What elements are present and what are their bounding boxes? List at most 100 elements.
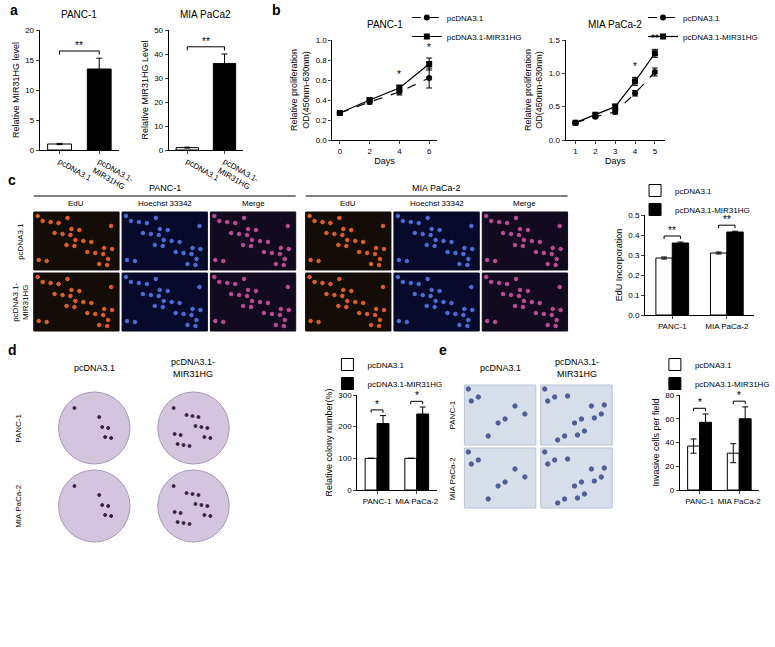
svg-text:MIA PaCa2: MIA PaCa2 [180,9,231,20]
svg-text:pcDNA3.1-MIR31HG: pcDNA3.1-MIR31HG [675,206,750,215]
svg-text:0.1: 0.1 [628,291,640,300]
svg-text:40: 40 [665,438,674,447]
svg-text:pcDNA3.1: pcDNA3.1 [683,14,720,23]
svg-text:2: 2 [367,147,372,156]
svg-text:MIA PaCa-2: MIA PaCa-2 [395,497,439,506]
svg-text:Days: Days [605,156,626,166]
svg-text:0.2: 0.2 [316,116,328,125]
svg-text:Invasive cells per field: Invasive cells per field [651,398,661,486]
svg-text:MIA PaCa-2: MIA PaCa-2 [448,457,457,501]
svg-text:0.4: 0.4 [628,231,640,240]
svg-text:*: * [375,399,379,410]
svg-text:e: e [439,342,447,358]
svg-text:Relative MIR31HG Level: Relative MIR31HG Level [140,40,150,139]
svg-text:pcDNA3.1-MIR31HG: pcDNA3.1-MIR31HG [447,33,522,42]
svg-text:20: 20 [25,26,34,35]
svg-text:pcDNA3.1-MIR31HG: pcDNA3.1-MIR31HG [367,380,442,389]
svg-text:PANC-1: PANC-1 [685,497,714,506]
svg-text:MIA PaCa-2: MIA PaCa-2 [412,183,461,193]
svg-text:PANC-1: PANC-1 [149,183,181,193]
svg-text:PANC-1: PANC-1 [367,19,403,30]
svg-text:20: 20 [154,98,163,107]
svg-text:80: 80 [665,391,674,400]
svg-text:0: 0 [670,486,675,495]
svg-text:pcDNA3.1-MIR31HG: pcDNA3.1-MIR31HG [91,157,135,194]
svg-text:Hoechst 33342: Hoechst 33342 [138,199,192,208]
svg-text:EdU: EdU [340,199,356,208]
svg-text:a: a [10,2,18,18]
svg-text:1.0: 1.0 [316,36,328,45]
svg-text:2: 2 [593,147,598,156]
svg-text:PANC-1: PANC-1 [14,414,23,443]
svg-text:Hoechst 33342: Hoechst 33342 [410,199,464,208]
svg-text:MIA PaCa-2: MIA PaCa-2 [718,497,762,506]
svg-text:Days: Days [374,156,395,166]
svg-text:pcDNA3.1: pcDNA3.1 [367,361,404,370]
svg-text:Merge: Merge [513,199,536,208]
svg-text:pcDNA3.1: pcDNA3.1 [675,187,712,196]
svg-text:0.0: 0.0 [316,136,328,145]
svg-text:0.8: 0.8 [316,56,328,65]
svg-text:PANC-1: PANC-1 [61,9,97,20]
svg-text:MIA PaCa-2: MIA PaCa-2 [14,484,23,528]
svg-text:pcDNA3.1-MIR31HG: pcDNA3.1-MIR31HG [11,282,30,321]
svg-text:30: 30 [154,74,163,83]
svg-text:PANC-1: PANC-1 [448,400,457,429]
svg-text:0.5: 0.5 [549,102,561,111]
svg-text:0: 0 [159,146,164,155]
svg-text:**: ** [75,40,83,51]
svg-text:4: 4 [397,147,402,156]
svg-text:pcDNA3.1: pcDNA3.1 [480,363,521,373]
svg-text:Relative proliferationOD(450nm: Relative proliferationOD(450nm-630nm) [289,49,311,131]
svg-text:pcDNA3.1-MIR31HG: pcDNA3.1-MIR31HG [683,33,758,42]
svg-text:*: * [633,61,637,72]
svg-text:Relative MIR31HG level: Relative MIR31HG level [11,42,21,138]
svg-text:0.2: 0.2 [628,271,640,280]
svg-text:pcDNA3.1: pcDNA3.1 [16,223,25,260]
svg-text:d: d [8,342,17,358]
svg-text:**: ** [202,36,210,47]
svg-text:0.0: 0.0 [628,311,640,320]
svg-text:300: 300 [338,391,352,400]
svg-text:0: 0 [338,147,343,156]
svg-text:60: 60 [665,415,674,424]
svg-text:**: ** [651,33,659,44]
svg-text:pcDNA3.1: pcDNA3.1 [695,361,732,370]
svg-text:6: 6 [427,147,432,156]
svg-text:0.3: 0.3 [628,251,640,260]
svg-text:10: 10 [25,86,34,95]
svg-text:1.0: 1.0 [549,69,561,78]
svg-text:MIA PaCa-2: MIA PaCa-2 [705,322,749,331]
svg-text:5: 5 [653,147,658,156]
svg-text:0: 0 [30,146,35,155]
svg-text:c: c [8,172,16,188]
svg-text:5: 5 [30,116,35,125]
svg-text:b: b [272,2,281,18]
svg-text:10: 10 [154,122,163,131]
svg-text:50: 50 [154,26,163,35]
svg-text:pcDNA3.1-MIR31HG: pcDNA3.1-MIR31HG [216,157,260,194]
svg-text:0.6: 0.6 [316,76,328,85]
svg-text:MIA PaCa-2: MIA PaCa-2 [588,19,642,30]
svg-text:pcDNA3.1-MIR31HG: pcDNA3.1-MIR31HG [171,357,215,379]
svg-text:pcDNA3.1: pcDNA3.1 [74,363,115,373]
svg-text:0.0: 0.0 [549,136,561,145]
svg-text:3: 3 [613,147,618,156]
svg-text:0.4: 0.4 [316,96,328,105]
svg-text:Relative colony number(%): Relative colony number(%) [324,388,334,496]
svg-text:**: ** [723,214,731,225]
svg-text:1: 1 [573,147,578,156]
svg-text:0.5: 0.5 [628,211,640,220]
svg-text:pcDNA3.1-MIR31HG: pcDNA3.1-MIR31HG [695,380,770,389]
svg-text:PANC-1: PANC-1 [658,322,687,331]
svg-text:*: * [737,390,741,401]
svg-text:*: * [698,397,702,408]
svg-text:0: 0 [347,486,352,495]
svg-text:Relative proliferationOD(450nm: Relative proliferationOD(450nm-630nm) [523,49,545,131]
svg-text:**: ** [668,225,676,236]
svg-text:4: 4 [633,147,638,156]
svg-text:15: 15 [25,56,34,65]
svg-text:pcDNA3.1: pcDNA3.1 [447,14,484,23]
svg-text:*: * [397,69,401,80]
svg-text:EdU: EdU [68,199,84,208]
